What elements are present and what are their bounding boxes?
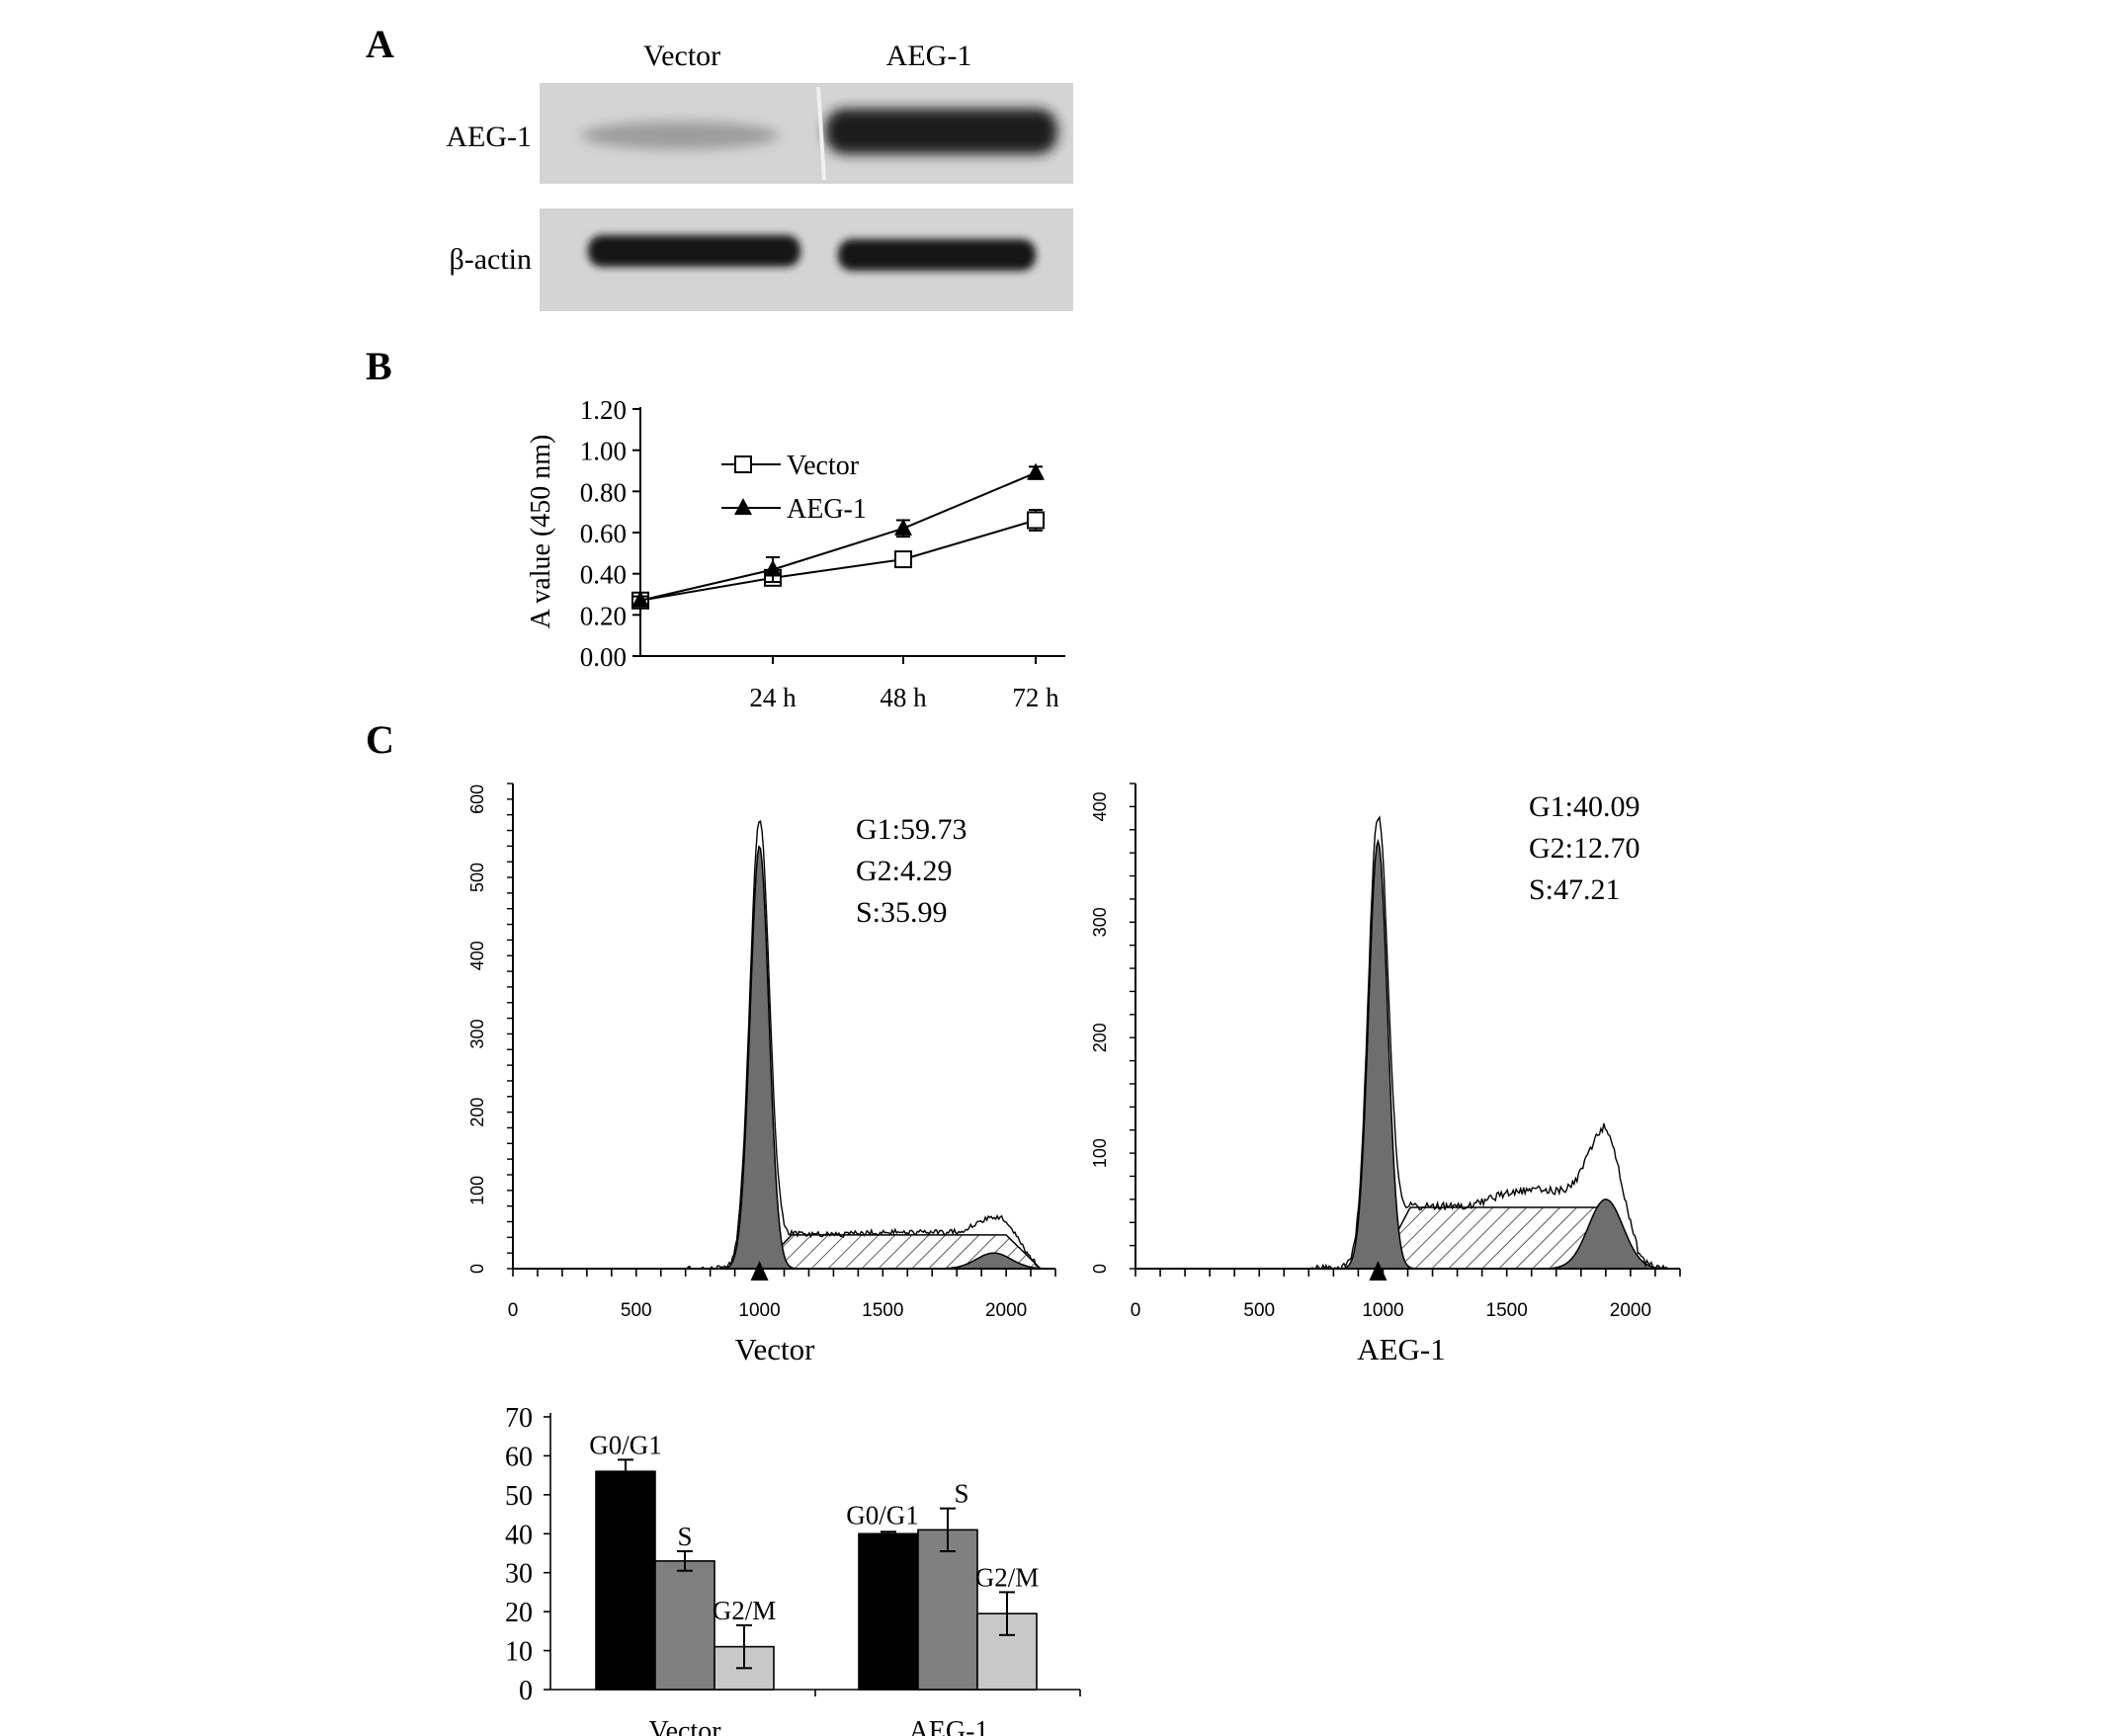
flow-g1-marker (750, 1261, 769, 1281)
flow-y-tick-label: 400 (1090, 791, 1110, 821)
bar-y-tick-label: 50 (505, 1481, 533, 1512)
blot-lane-label-vector: Vector (643, 40, 720, 72)
bar-label: G0/G1 (589, 1430, 662, 1459)
line-point-triangle (1027, 462, 1045, 480)
bar-0-1 (654, 1560, 715, 1691)
legend-label: Vector (787, 451, 860, 481)
flow-x-tick-label: 500 (1243, 1300, 1275, 1321)
flow-y-tick-label: 300 (467, 1019, 487, 1048)
flow-y-tick-label: 200 (1090, 1023, 1110, 1052)
line-chart-axes (639, 407, 1065, 657)
flow-annotation: G1:40.09 (1529, 790, 1640, 823)
line-chart-x-tick-label: 72 h (1012, 683, 1059, 712)
flow-annotation: G2:4.29 (856, 855, 953, 887)
line-point-square (894, 550, 912, 569)
bar-y-tick-label: 30 (505, 1559, 533, 1590)
flow-raw-histogram (1296, 815, 1680, 1271)
bar-y-tick-label: 0 (519, 1676, 533, 1706)
flow-x-tick-label: 0 (508, 1300, 519, 1321)
bar-0-0 (595, 1470, 656, 1691)
bar-y-tick-label: 20 (505, 1598, 533, 1628)
panel-a: A Vector AEG-1 AEG-1 β-actin (366, 22, 1073, 311)
bar-y-tick-label: 40 (505, 1520, 533, 1550)
flow-y-tick-label: 500 (467, 863, 487, 892)
flow-histogram-aeg1: 0 500 1000 1500 2000 0 100 200 300 400 G1:40.09 G2:… (1090, 783, 1681, 1366)
bar-label: G0/G1 (846, 1500, 919, 1529)
line-chart-y-ticks: 0.00 0.20 0.40 0.60 0.80 1.00 1.20 (580, 395, 640, 672)
line-chart-x-tick-label: 24 h (749, 683, 797, 712)
flow-x-tick-label: 1000 (738, 1300, 780, 1321)
flow-x-tick-label: 500 (621, 1300, 652, 1321)
flow-y-tick-label: 0 (1090, 1264, 1110, 1274)
panel-label-a: A (366, 22, 394, 66)
bar-y-tick-label: 60 (505, 1442, 533, 1472)
line-chart-y-tick-label: 0.20 (580, 601, 627, 630)
line-chart-y-tick-label: 0.60 (580, 519, 627, 548)
line-chart-legend: Vector AEG-1 (721, 451, 867, 525)
flow-histogram-vector: 0 500 1000 1500 2000 0 100 200 300 400 500 600 G1:59… (467, 783, 1056, 1366)
blot-row-label-actin: β-actin (449, 243, 532, 276)
bar-category-label: AEG-1 (909, 1716, 989, 1736)
flow-y-tick-label: 600 (467, 785, 487, 814)
line-chart-series (631, 462, 1045, 610)
panel-label-c: C (366, 717, 394, 762)
bar-label: S (677, 1522, 692, 1551)
legend-marker-triangle (734, 498, 752, 515)
flow-annotation: S:35.99 (856, 896, 948, 929)
line-chart-x-ticks: 24 h 48 h 72 h (749, 656, 1059, 712)
legend-label: AEG-1 (787, 494, 867, 525)
line-chart-y-tick-label: 0.00 (580, 642, 627, 672)
flow-annotation: S:47.21 (1529, 873, 1621, 906)
bar-1-1 (917, 1529, 978, 1691)
flow-x-axis-title: AEG-1 (1357, 1332, 1446, 1366)
flow-x-tick-label: 2000 (985, 1300, 1027, 1321)
line-chart-y-tick-label: 0.40 (580, 560, 627, 590)
line-point-triangle (894, 518, 912, 536)
line-point-square (1027, 511, 1045, 530)
line-point-triangle (764, 559, 782, 577)
blot-lane-label-aeg1: AEG-1 (886, 40, 972, 72)
flow-x-tick-label: 2000 (1610, 1300, 1651, 1321)
bar-1-0 (858, 1532, 919, 1691)
line-chart-y-axis-title: A value (450 nm) (526, 435, 556, 629)
cell-cycle-bar-chart: 0 10 20 30 40 50 60 70 G0/G1 S G2/M Vector G0/G1 S G2/… (505, 1403, 1081, 1736)
flow-annotation: G1:59.73 (856, 813, 967, 846)
bar-category-label: Vector (648, 1716, 721, 1736)
bar-label: G2/M (713, 1596, 777, 1625)
line-chart-y-tick-label: 1.20 (580, 395, 627, 425)
bar-label: S (954, 1479, 968, 1509)
flow-y-tick-label: 0 (467, 1264, 487, 1274)
flow-y-tick-label: 200 (467, 1098, 487, 1127)
bar-label: G2/M (975, 1562, 1040, 1592)
panel-c: C 0 500 1000 1500 20000100200300400500600G1:… (366, 717, 1681, 1366)
panel-b: B A value (450 nm) 0.00 0.20 0.40 0.60 0.80 1… (366, 344, 1065, 712)
flow-x-tick-label: 1500 (862, 1300, 903, 1321)
line-chart-y-tick-label: 1.00 (580, 437, 627, 466)
legend-marker-square (734, 455, 752, 473)
flow-x-axis-title: Vector (735, 1332, 816, 1366)
flow-y-tick-label: 100 (1090, 1138, 1110, 1168)
bar-y-tick-label: 70 (505, 1403, 533, 1434)
line-chart-y-tick-label: 0.80 (580, 477, 627, 507)
flow-g1-peak (1296, 838, 1680, 1270)
flow-y-tick-label: 100 (467, 1176, 487, 1205)
flow-g1-marker (1369, 1261, 1387, 1281)
bar-y-tick-label: 10 (505, 1637, 533, 1668)
blot-image-actin (540, 208, 1073, 311)
blot-row-label-aeg1: AEG-1 (446, 121, 532, 153)
line-point-triangle (631, 590, 649, 608)
flow-y-tick-label: 300 (1090, 907, 1110, 937)
flow-x-tick-label: 0 (1131, 1300, 1141, 1321)
flow-raw-histogram (673, 820, 1055, 1271)
panel-label-b: B (366, 344, 392, 388)
line-chart-x-tick-label: 48 h (880, 683, 927, 712)
flow-y-tick-label: 400 (467, 941, 487, 970)
line-series-0-line (639, 519, 1037, 602)
flow-annotation: G2:12.70 (1529, 832, 1640, 865)
blot-image-aeg1 (540, 83, 1073, 184)
flow-x-tick-label: 1500 (1486, 1300, 1528, 1321)
flow-x-tick-label: 1000 (1362, 1300, 1403, 1321)
line-series-1-line (639, 471, 1037, 602)
